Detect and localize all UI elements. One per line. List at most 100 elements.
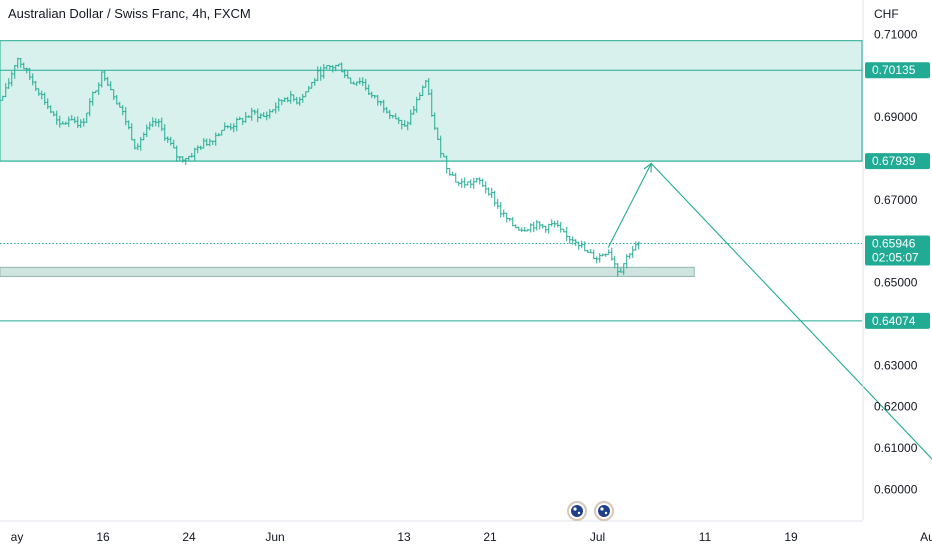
ohlc-bar — [349, 77, 353, 84]
ohlc-bar — [445, 155, 449, 174]
price-badge[interactable] — [865, 235, 930, 266]
ohlc-bar — [448, 168, 452, 176]
ohlc-bar — [355, 81, 359, 87]
ohlc-bar — [13, 64, 17, 79]
ohlc-bar — [481, 178, 485, 188]
ohlc-bar — [37, 88, 41, 96]
ohlc-bar — [307, 85, 311, 93]
ohlc-bar — [337, 63, 341, 67]
ohlc-bar — [277, 97, 281, 112]
ohlc-bar — [133, 138, 137, 150]
ohlc-bar — [280, 99, 284, 106]
time-tick-label: Jun — [265, 530, 284, 544]
ohlc-bar — [166, 136, 170, 143]
ohlc-bar — [388, 109, 392, 120]
ohlc-bar — [106, 76, 110, 87]
ohlc-bar — [97, 82, 101, 96]
price-badge-label: 0.67939 — [872, 154, 916, 168]
projection-segment[interactable] — [650, 163, 932, 481]
ohlc-bar — [208, 138, 212, 147]
ohlc-bar — [490, 187, 494, 198]
ohlc-bar — [541, 223, 545, 229]
ohlc-bar — [292, 94, 296, 102]
ohlc-bar — [352, 81, 356, 85]
ohlc-bar — [184, 157, 188, 165]
ohlc-bar — [637, 241, 641, 250]
ohlc-bar — [496, 198, 500, 209]
ohlc-bar — [358, 77, 362, 85]
event-star — [577, 511, 581, 515]
price-tick-label: 0.69000 — [874, 110, 918, 124]
ohlc-bar — [571, 236, 575, 245]
ohlc-bar — [505, 212, 509, 223]
ohlc-bar — [484, 181, 488, 194]
ohlc-bar — [163, 124, 167, 142]
ohlc-bar — [394, 113, 398, 120]
ohlc-bar — [361, 77, 365, 86]
ohlc-bar — [598, 253, 602, 263]
ohlc-bar — [457, 181, 461, 187]
projection-segment[interactable] — [607, 163, 652, 248]
price-tick-label: 0.62000 — [874, 400, 918, 414]
ohlc-bar — [82, 118, 86, 127]
ohlc-bar — [148, 121, 152, 131]
ohlc-bar — [385, 106, 389, 114]
time-tick-label: Aug — [920, 530, 932, 544]
ohlc-bar — [493, 190, 497, 207]
price-axis[interactable]: CHF 0.71000 0.69000 0.67000 0.65000 0.63000 0.… — [862, 0, 918, 520]
resistance-zone[interactable] — [0, 40, 863, 162]
ohlc-bar — [421, 85, 425, 96]
ohlc-bar — [523, 226, 527, 232]
time-tick-label: Jul — [590, 530, 605, 544]
time-axis[interactable]: ay 16 24 Jun 13 21 Jul 11 19 Aug — [0, 520, 932, 544]
ohlc-bar — [466, 181, 470, 186]
ohlc-bar — [247, 115, 251, 118]
levels-layer — [0, 69, 862, 322]
ohlc-bar — [439, 135, 443, 158]
ohlc-bar — [205, 138, 209, 146]
ohlc-bar — [121, 105, 125, 116]
ohlc-bar — [400, 119, 404, 130]
ohlc-bar — [190, 152, 194, 158]
event-flag-icon[interactable] — [567, 501, 587, 521]
price-badge[interactable] — [865, 312, 930, 329]
ohlc-bar — [172, 139, 176, 149]
ohlc-bar — [70, 114, 74, 121]
ohlc-bar — [430, 89, 434, 117]
price-tick-label: 0.67000 — [874, 193, 918, 207]
ohlc-bar — [529, 223, 533, 233]
ohlc-bar — [268, 109, 272, 119]
ohlc-bar — [229, 123, 233, 131]
ohlc-bar — [283, 97, 287, 103]
ohlc-bar — [418, 92, 422, 101]
candles-layer — [0, 57, 641, 277]
ohlc-bar — [232, 123, 236, 133]
ohlc-bar — [517, 226, 521, 231]
ohlc-bar — [613, 255, 617, 269]
ohlc-bar — [175, 145, 179, 162]
time-tick-label: 19 — [784, 530, 798, 544]
ohlc-bar — [10, 71, 14, 87]
ohlc-bar — [433, 112, 437, 131]
price-badge[interactable] — [865, 62, 930, 79]
ohlc-bar — [469, 179, 473, 188]
time-tick-label: 11 — [699, 530, 712, 544]
ohlc-bar — [364, 78, 368, 91]
event-flag-icon[interactable] — [594, 501, 614, 521]
ohlc-bar — [367, 84, 371, 96]
ohlc-bar — [601, 253, 605, 257]
price-badge[interactable] — [865, 153, 930, 170]
ohlc-bar — [634, 241, 638, 251]
event-star — [600, 507, 604, 511]
ohlc-bar — [91, 91, 95, 106]
ohlc-bar — [577, 241, 581, 250]
ohlc-bar — [1, 95, 5, 101]
ohlc-bar — [46, 98, 50, 110]
ohlc-bar — [151, 117, 155, 128]
ohlc-bar — [43, 92, 47, 105]
event-core — [571, 505, 583, 517]
time-tick-label: 24 — [182, 530, 196, 544]
support-zone[interactable] — [0, 266, 695, 277]
ohlc-bar — [4, 83, 8, 98]
